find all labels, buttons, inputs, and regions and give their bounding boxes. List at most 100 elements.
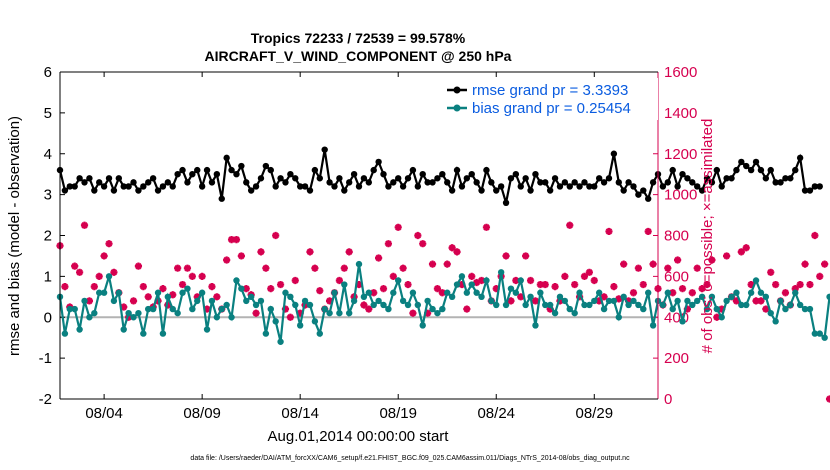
rmse-point <box>316 175 323 182</box>
rmse-point <box>762 175 770 182</box>
rmse-point <box>542 179 549 186</box>
rmse-point <box>689 179 696 186</box>
rmse-point <box>733 166 740 174</box>
bias-point <box>395 277 402 284</box>
rmse-point <box>581 179 588 186</box>
rmse-point <box>218 195 225 202</box>
rmse-point <box>404 175 412 182</box>
obs-assimilated-marker <box>585 268 593 276</box>
bias-point <box>801 305 809 313</box>
obs-assimilated-marker <box>355 280 363 289</box>
y-left-tick-label: 3 <box>44 187 52 204</box>
obs-assimilated-marker <box>203 305 211 313</box>
rmse-point <box>439 170 446 178</box>
obs-assimilated-marker <box>414 231 422 240</box>
rmse-point <box>247 187 255 194</box>
y-right-tick-label: 1600 <box>664 64 697 81</box>
bias-point <box>723 297 730 305</box>
obs-assimilated-marker <box>262 264 270 272</box>
bias-point <box>350 297 358 305</box>
obs-assimilated-marker <box>492 285 500 293</box>
obs-assimilated-marker <box>389 272 397 280</box>
obs-assimilated-marker <box>531 297 540 305</box>
obs-assimilated-marker <box>825 395 830 403</box>
obs-assimilated-marker <box>144 293 152 301</box>
rmse-point <box>296 183 304 190</box>
rmse-point <box>640 187 647 194</box>
bias-point <box>733 289 740 296</box>
obs-assimilated-marker <box>580 272 589 280</box>
bias-point <box>468 281 475 288</box>
bias-point <box>669 305 676 313</box>
rmse-point <box>419 170 426 178</box>
bias-point <box>497 269 505 276</box>
bias-point <box>713 305 721 313</box>
bias-point <box>664 289 672 296</box>
bias-point <box>532 322 539 329</box>
rmse-point <box>86 175 93 182</box>
obs-assimilated-marker <box>502 252 510 260</box>
bias-point <box>252 301 260 309</box>
bias-point <box>576 289 583 296</box>
bias-point <box>743 301 750 309</box>
obs-assimilated-marker <box>169 291 177 299</box>
rmse-point <box>380 170 387 178</box>
obs-assimilated-marker <box>796 280 804 289</box>
bias-point <box>96 289 103 296</box>
rmse-point <box>757 166 765 174</box>
obs-assimilated-marker <box>159 285 167 293</box>
obs-assimilated-marker <box>375 254 383 262</box>
obs-assimilated-marker <box>365 305 373 313</box>
bias-point <box>311 318 319 325</box>
bias-point <box>561 297 569 305</box>
bias-point <box>321 305 328 313</box>
obs-assimilated-marker <box>125 313 133 321</box>
plot-area: -2-1012345602004006008001000120014001600… <box>39 64 830 422</box>
obs-assimilated-marker <box>120 303 128 311</box>
rmse-point <box>527 187 534 194</box>
obs-assimilated-marker <box>678 285 687 293</box>
obs-assimilated-marker <box>664 264 672 272</box>
bias-point <box>747 289 755 296</box>
obs-assimilated-marker <box>370 289 378 297</box>
rmse-point <box>424 179 431 186</box>
rmse-point <box>208 179 216 186</box>
obs-assimilated-marker <box>757 297 765 305</box>
y-left-tick-label: -1 <box>39 350 52 367</box>
bias-point <box>635 301 642 309</box>
rmse-point <box>76 175 83 182</box>
rmse-point <box>448 187 456 194</box>
obs-assimilated-marker <box>438 289 446 297</box>
rmse-point <box>326 179 333 186</box>
bias-point <box>404 301 412 309</box>
x-tick-label: 08/04 <box>85 405 123 422</box>
bias-point <box>223 301 230 309</box>
rmse-point <box>458 183 466 190</box>
bias-point <box>154 289 162 296</box>
bias-point <box>287 293 294 301</box>
obs-assimilated-marker <box>100 252 108 260</box>
obs-assimilated-marker <box>806 280 814 289</box>
obs-assimilated-marker <box>683 305 692 313</box>
bias-point <box>444 289 451 296</box>
rmse-point <box>355 183 363 190</box>
bias-point <box>782 305 789 313</box>
bias-point <box>448 293 456 301</box>
y-right-tick-label: 1000 <box>664 187 697 204</box>
obs-assimilated-marker <box>811 231 819 240</box>
bias-point <box>105 273 113 280</box>
rmse-point <box>135 187 142 194</box>
y-right-tick-label: 800 <box>664 228 689 245</box>
rmse-point <box>610 150 618 157</box>
bias-point <box>767 309 774 317</box>
obs-assimilated-marker <box>110 268 118 276</box>
bias-point <box>140 330 147 337</box>
bias-point <box>360 293 368 301</box>
obs-assimilated-marker <box>174 264 182 272</box>
bias-point <box>203 326 211 333</box>
bias-point <box>208 297 216 305</box>
rmse-point <box>522 175 529 182</box>
rmse-point <box>91 187 98 194</box>
rmse-point <box>551 175 559 182</box>
obs-assimilated-marker <box>76 268 84 276</box>
